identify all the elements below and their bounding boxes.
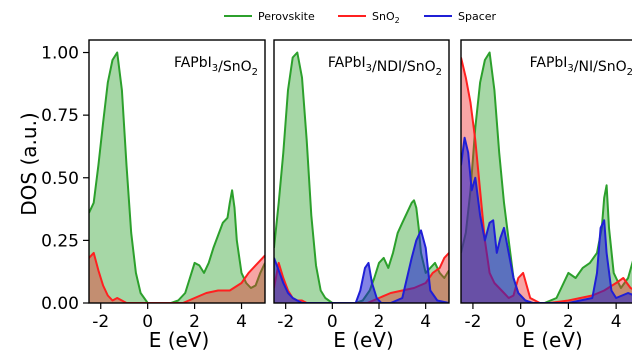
legend-label: SnO2 bbox=[372, 10, 400, 25]
perovskite-area bbox=[89, 52, 265, 303]
y-tick-label: 0.75 bbox=[41, 106, 79, 126]
x-tick-label: 0 bbox=[515, 312, 526, 332]
chart-panels: -2 0 2 4 0.00 0.25 0.50 0.75 1.00 E (eV) FAPbI3/Sn… bbox=[41, 39, 632, 352]
sno2-area bbox=[89, 252, 265, 303]
perovskite-line bbox=[89, 51, 265, 303]
axes-frame bbox=[460, 39, 632, 304]
panel-title: FAPbI3/SnO2 bbox=[174, 55, 258, 78]
axes-frame bbox=[88, 39, 266, 304]
spacer-line bbox=[461, 136, 632, 303]
chart-panel: -2 0 2 4 0.00 0.25 0.50 0.75 1.00 E (eV) FAPbI3/Sn… bbox=[41, 39, 266, 352]
y-tick-label: 0.00 bbox=[41, 294, 79, 314]
x-tick-label: 4 bbox=[611, 312, 622, 332]
perovskite-area bbox=[274, 52, 449, 303]
spacer-area bbox=[461, 137, 632, 303]
x-tick-label: 4 bbox=[236, 312, 247, 332]
x-tick-label: -2 bbox=[92, 312, 109, 332]
x-tick-label: -2 bbox=[277, 312, 294, 332]
x-tick-label: -2 bbox=[464, 312, 481, 332]
plot-area bbox=[89, 51, 265, 303]
panel-title: FAPbI3/NI/SnO2 bbox=[530, 55, 632, 78]
x-tick-label: 2 bbox=[189, 312, 200, 332]
x-axis-label: E (eV) bbox=[333, 328, 394, 352]
x-tick-label: 0 bbox=[142, 312, 153, 332]
legend-label: Perovskite bbox=[258, 10, 315, 23]
plot-area bbox=[274, 51, 449, 303]
legend-item: Perovskite bbox=[224, 10, 315, 23]
sno2-line bbox=[461, 57, 632, 303]
chart-panel: -2 0 2 4 E (eV) FAPbI3/NI/SnO2 bbox=[460, 39, 632, 352]
x-axis-label: E (eV) bbox=[149, 328, 210, 352]
legend-item: Spacer bbox=[424, 10, 497, 23]
sno2-line bbox=[89, 251, 265, 303]
legend-item: SnO2 bbox=[338, 10, 400, 25]
y-tick-label: 0.25 bbox=[41, 231, 79, 251]
x-axis-label: E (eV) bbox=[522, 328, 583, 352]
chart-panel: -2 0 2 4 E (eV) FAPbI3/NDI/SnO2 bbox=[273, 39, 450, 352]
plot-area bbox=[461, 51, 632, 303]
legend-label: Spacer bbox=[458, 10, 497, 23]
y-tick-label: 0.50 bbox=[41, 169, 79, 189]
x-tick-label: 0 bbox=[327, 312, 338, 332]
x-tick-label: 2 bbox=[563, 312, 574, 332]
x-tick-label: 2 bbox=[374, 312, 385, 332]
panel-title: FAPbI3/NDI/SnO2 bbox=[328, 55, 442, 78]
x-tick-label: 4 bbox=[420, 312, 431, 332]
y-axis-label: DOS (a.u.) bbox=[17, 112, 41, 215]
axes-frame bbox=[273, 39, 450, 304]
spacer-line bbox=[274, 229, 449, 303]
legend: Perovskite SnO2 Spacer bbox=[224, 10, 497, 25]
perovskite-line bbox=[461, 51, 632, 303]
y-tick-label: 1.00 bbox=[41, 44, 79, 64]
